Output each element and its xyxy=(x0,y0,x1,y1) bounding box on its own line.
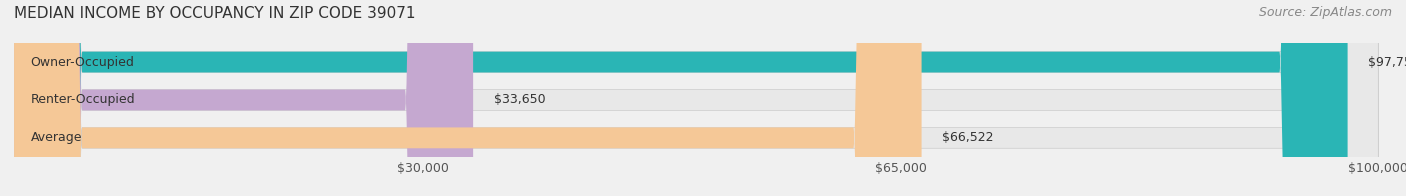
Text: Average: Average xyxy=(31,131,82,144)
FancyBboxPatch shape xyxy=(14,0,1378,196)
FancyBboxPatch shape xyxy=(14,0,1378,196)
Text: $66,522: $66,522 xyxy=(942,131,994,144)
Text: Source: ZipAtlas.com: Source: ZipAtlas.com xyxy=(1258,6,1392,19)
FancyBboxPatch shape xyxy=(14,0,1347,196)
Text: MEDIAN INCOME BY OCCUPANCY IN ZIP CODE 39071: MEDIAN INCOME BY OCCUPANCY IN ZIP CODE 3… xyxy=(14,6,416,21)
Text: $97,750: $97,750 xyxy=(1368,56,1406,69)
Text: Renter-Occupied: Renter-Occupied xyxy=(31,93,135,106)
FancyBboxPatch shape xyxy=(14,0,1378,196)
Text: $33,650: $33,650 xyxy=(494,93,546,106)
Text: Owner-Occupied: Owner-Occupied xyxy=(31,56,135,69)
FancyBboxPatch shape xyxy=(14,0,474,196)
FancyBboxPatch shape xyxy=(14,0,921,196)
